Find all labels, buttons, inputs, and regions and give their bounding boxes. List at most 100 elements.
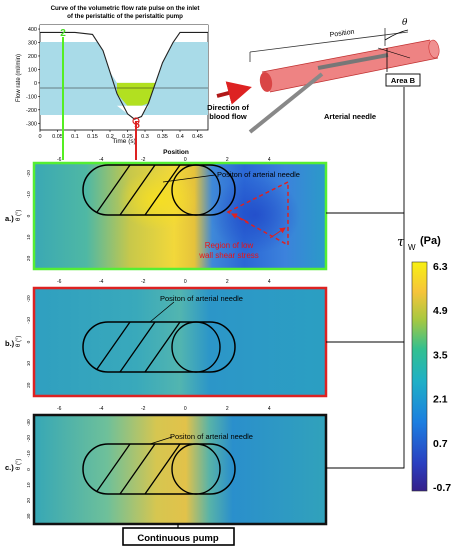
chart-title-line1: Curve of the volumetric flow rate pulse … <box>51 5 200 12</box>
panel-c-hatch <box>94 444 181 494</box>
panel-a-callout-line <box>162 174 216 183</box>
colorbar-gradient <box>411 261 428 492</box>
needle-inside-tube <box>317 53 389 70</box>
low-shear-label-line1: Region of low <box>205 241 254 250</box>
panel-b-label: b.) <box>5 339 15 348</box>
low-shear-arrow-left <box>231 213 249 223</box>
colorbar-title-unit: (Pa) <box>420 235 441 247</box>
panel-y-tick-label: 10 <box>26 482 32 488</box>
panel-x-tick-label: 4 <box>268 279 271 285</box>
panel-c-y-ticks: -30 -20 -10 0 10 20 30 <box>26 419 32 519</box>
chart-y-tick-label: -200 <box>26 108 37 114</box>
panel-a-low-spot <box>210 177 300 253</box>
panel-b-y-axis-label: θ (°) <box>16 336 22 347</box>
panel-x-tick-label: 0 <box>184 157 187 163</box>
low-shear-label-line2: wall shear stress <box>198 251 259 260</box>
panel-x-tick-label: -2 <box>141 279 146 285</box>
colorbar-tick-label: 3.5 <box>433 349 448 361</box>
panel-b-needle-text: Positon of arterial needle <box>160 294 243 303</box>
needle-schematic: Position θ Area B Direction of blood flo… <box>207 18 440 134</box>
panel-x-tick-label: -6 <box>57 279 62 285</box>
colorbar-tick-label: 4.9 <box>433 305 448 317</box>
chart-y-tick-label: 400 <box>28 27 37 33</box>
panel-a-x-ticks: -6 -4 -2 0 2 4 <box>57 157 271 163</box>
panel-b-needle-outline <box>82 321 236 373</box>
arterial-needle-shaft <box>248 72 324 134</box>
chart-x-tick-label: 0.4 <box>176 134 184 140</box>
panel-y-tick-label: 10 <box>26 234 32 240</box>
chart-y-tick-label: -300 <box>26 121 37 127</box>
position-dim-baseline <box>249 31 409 53</box>
panel-x-tick-label: 0 <box>184 279 187 285</box>
panel-x-tick-label: 0 <box>184 406 187 412</box>
panel-b-hatch <box>94 322 181 372</box>
chart-y-tick-label: 200 <box>28 54 37 60</box>
panel-b-y-ticks: -20 -10 0 10 20 <box>26 295 32 388</box>
panel-x-tick-label: 4 <box>268 406 271 412</box>
panel-a-needle-outline <box>82 164 236 216</box>
panel-y-tick-label: -10 <box>26 317 32 324</box>
blood-flow-arrow <box>216 81 252 105</box>
chart-y-label: Flow rate (ml/min) <box>16 54 22 102</box>
flow-rate-chart: Curve of the volumetric flow rate pulse … <box>16 5 209 160</box>
chart-x-ticks: 0 0.05 0.1 0.15 0.2 0.25 0.3 0.35 0.4 0.45 <box>38 130 203 140</box>
area-b-label: Area B <box>391 76 416 85</box>
panel-c-needle-text: Positon of arterial needle <box>170 432 253 441</box>
panel-c-needle-tip <box>171 443 221 495</box>
chart-y-ticks: 400 300 200 100 0 -100 -200 -300 <box>26 27 40 127</box>
colorbar-tick-label: 6.3 <box>433 261 448 273</box>
marker-5-circle <box>132 117 140 125</box>
theta-label: θ <box>402 18 408 28</box>
colorbar-tick-label: 2.1 <box>433 394 448 406</box>
tube-bottom-edge <box>269 57 439 93</box>
low-shear-arrow-right <box>269 227 286 239</box>
panel-x-tick-label: -6 <box>57 406 62 412</box>
panel-y-tick-label: 0 <box>26 468 32 471</box>
panel-c-needle-outline <box>82 443 236 495</box>
panel-c-label: c.) <box>5 463 14 472</box>
chart-x-tick-label: 0.2 <box>106 134 114 140</box>
panel-y-tick-label: -30 <box>26 419 32 426</box>
panel-a-needle-tip <box>171 164 221 216</box>
panel-x-tick-label: -6 <box>57 157 62 163</box>
panel-x-tick-label: -4 <box>99 406 104 412</box>
panel-y-tick-label: -20 <box>26 435 32 442</box>
chart-y-tick-label: 300 <box>28 41 37 47</box>
area-b-box <box>385 73 421 87</box>
panel-c-frame <box>32 413 328 526</box>
chart-x-tick-label: 0.15 <box>87 134 98 140</box>
chart-above-curve-area <box>40 25 208 33</box>
chart-x-tick-label: 0.1 <box>71 134 79 140</box>
panel-x-tick-label: -4 <box>99 157 104 163</box>
theta-arc <box>384 29 409 41</box>
chart-x-tick-label: 0.3 <box>141 134 149 140</box>
colorbar-title-symbol: τ <box>397 235 405 250</box>
chart-pulse-interior <box>92 32 180 83</box>
panel-c-callout-line <box>149 436 173 445</box>
panel-a-frame <box>32 161 328 271</box>
panel-y-tick-label: -10 <box>26 191 32 198</box>
panel-x-tick-label: 2 <box>226 406 229 412</box>
panel-x-tick-label: -4 <box>99 279 104 285</box>
colorbar: τ W (Pa) 6.3 4.9 3.5 2.1 0.7 -0.7 <box>397 235 451 494</box>
chart-x-tick-label: 0 <box>38 134 41 140</box>
colorbar-tick-label: -0.7 <box>433 482 451 494</box>
panel-y-tick-label: -20 <box>26 295 32 302</box>
panel-y-tick-label: 20 <box>26 255 32 261</box>
panel-c-x-ticks: -6 -4 -2 0 2 4 <box>57 406 271 412</box>
panel-b-callout-line <box>149 301 175 323</box>
chart-x-tick-label: 0.45 <box>192 134 203 140</box>
panel-y-tick-label: 20 <box>26 498 32 504</box>
theta-ref-line <box>377 47 411 59</box>
panel-y-tick-label: 10 <box>26 361 32 367</box>
colorbar-title-sub: W <box>408 243 416 252</box>
chart-x-tick-label: 0.05 <box>52 134 63 140</box>
marker-2-label: 2 <box>60 28 66 39</box>
panel-y-tick-label: 0 <box>26 214 32 217</box>
panel-y-tick-label: -20 <box>26 170 32 177</box>
colorbar-ticks: 6.3 4.9 3.5 2.1 0.7 -0.7 <box>433 261 451 494</box>
low-shear-region-triangle <box>226 180 289 247</box>
panel-x-tick-label: 2 <box>226 157 229 163</box>
